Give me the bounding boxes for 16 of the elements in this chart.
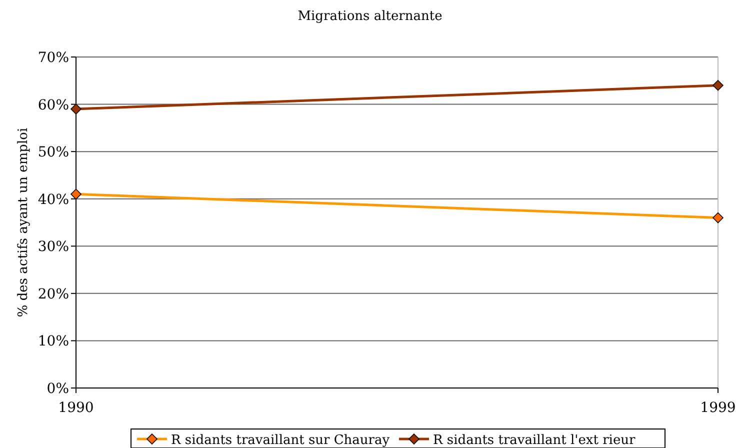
y-tick-label: 50% — [38, 144, 69, 161]
y-tick-label: 0% — [46, 381, 69, 397]
y-tick-label: 70% — [38, 50, 69, 66]
legend-label: R sidants travaillant l'ext rieur — [433, 433, 636, 448]
y-tick-label: 60% — [38, 97, 69, 114]
y-tick-label: 20% — [38, 286, 69, 302]
point — [712, 80, 724, 91]
x-tick-label: 1999 — [700, 400, 736, 416]
y-tick-label: 40% — [38, 192, 69, 208]
legend-label: R sidants travaillant sur Chauray — [171, 433, 390, 448]
point — [70, 104, 82, 114]
chart-title: Migrations alternante — [298, 9, 443, 24]
y-tick-label: 10% — [38, 334, 69, 350]
y-axis-title: % des actifs ayant un emploi — [16, 128, 31, 318]
y-tick-label: 30% — [38, 239, 69, 256]
x-tick-label: 1990 — [58, 400, 94, 416]
